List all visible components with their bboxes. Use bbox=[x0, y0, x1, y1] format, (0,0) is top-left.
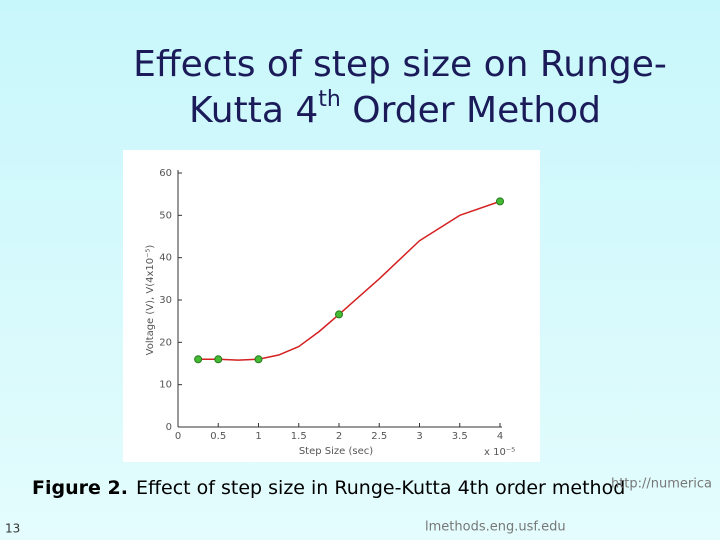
title-line: Effects of step size on Runge- bbox=[133, 44, 667, 85]
x-tick-label: 4 bbox=[497, 431, 503, 442]
title-line: Kutta 4th Order Method bbox=[189, 87, 601, 131]
page-number: 13 bbox=[5, 522, 20, 536]
y-tick-label: 60 bbox=[159, 168, 172, 179]
x-tick-label: 1 bbox=[255, 431, 261, 442]
x-tick-label: 2.5 bbox=[371, 431, 387, 442]
y-tick-label: 30 bbox=[159, 295, 172, 306]
x-tick-label: 0.5 bbox=[210, 431, 226, 442]
y-tick-label: 40 bbox=[159, 253, 172, 264]
chart-image bbox=[123, 150, 540, 462]
url: http://numerica bbox=[611, 477, 712, 492]
x-tick-label: 0 bbox=[175, 431, 181, 442]
x-multiplier: x 10⁻⁵ bbox=[484, 447, 515, 458]
title-part: Kutta 4 bbox=[189, 90, 318, 131]
data-point bbox=[254, 355, 263, 364]
curve bbox=[198, 200, 501, 361]
y-tick-label: 50 bbox=[159, 210, 172, 221]
data-point bbox=[335, 310, 343, 319]
y-tick-label: 10 bbox=[159, 380, 172, 391]
title-part: Order Method bbox=[341, 90, 601, 131]
x-tick-label: 1.5 bbox=[291, 431, 307, 442]
x-tick-label: 3.5 bbox=[452, 431, 468, 442]
data-point bbox=[496, 197, 504, 206]
x-tick-label: 2 bbox=[336, 431, 342, 442]
title-sup: th bbox=[318, 87, 341, 112]
caption: Figure 2. Effect of step size in Runge-Ku… bbox=[32, 477, 625, 499]
y-tick-label: 0 bbox=[166, 422, 172, 433]
data-point bbox=[214, 355, 223, 364]
x-tick-label: 3 bbox=[416, 431, 422, 442]
url: lmethods.eng.usf.edu bbox=[425, 520, 566, 535]
data-point bbox=[194, 355, 203, 364]
y-axis-label: Voltage (V), V(4x10⁻⁵) bbox=[145, 245, 156, 356]
caption-label: Figure 2. bbox=[32, 477, 128, 499]
x-axis-label: Step Size (sec) bbox=[299, 446, 373, 457]
caption-text: Effect of step size in Runge-Kutta 4th o… bbox=[136, 477, 625, 499]
y-tick-label: 20 bbox=[159, 337, 172, 348]
